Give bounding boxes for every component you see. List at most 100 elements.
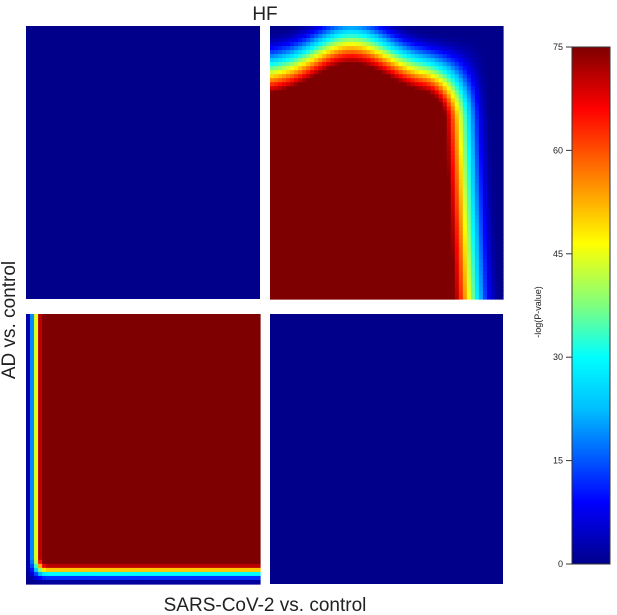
panel-bottom-left-cell: [66, 446, 71, 452]
panel-top-right-cell: [430, 46, 436, 51]
panel-top-right-cell: [454, 218, 460, 224]
panel-top-right-cell: [342, 150, 347, 156]
panel-bottom-left-cell: [46, 406, 51, 412]
panel-top-right-cell: [302, 278, 307, 284]
panel-bottom-left-cell: [82, 471, 88, 476]
panel-top-right-cell: [362, 218, 368, 224]
panel-bottom-left-cell: [54, 459, 59, 464]
panel-top-right-cell: [318, 186, 323, 192]
panel-top-right-cell: [382, 246, 388, 252]
panel-bottom-left-cell: [66, 318, 71, 323]
panel-top-right-cell: [338, 270, 343, 276]
panel-bottom-left-cell: [82, 563, 88, 569]
panel-top-right-cell: [446, 142, 452, 148]
panel-top-right-cell: [462, 146, 468, 152]
panel-top-right-cell: [314, 242, 319, 248]
panel-top-right-cell: [466, 102, 472, 107]
panel-top-right-cell: [354, 30, 359, 35]
panel-bottom-left-cell: [54, 579, 59, 585]
panel-top-right-cell: [290, 194, 295, 200]
panel-top-right-cell: [274, 106, 279, 111]
panel-top-right-cell: [422, 198, 428, 204]
panel-top-right-cell: [298, 34, 303, 39]
panel-top-right-cell: [290, 78, 295, 83]
panel-top-right-cell: [450, 146, 456, 152]
panel-top-right-cell: [366, 98, 372, 103]
panel-top-right-cell: [458, 270, 464, 276]
panel-top-right-cell: [274, 86, 279, 91]
panel-bottom-left-cell: [42, 555, 47, 561]
panel-top-right-cell: [478, 42, 484, 47]
panel-top-right-cell: [298, 254, 303, 260]
panel-top-right-cell: [426, 166, 432, 172]
panel-top-right-cell: [414, 166, 420, 172]
panel-top-right-cell: [462, 226, 468, 232]
panel-top-right-cell: [434, 62, 440, 67]
panel-top-right-cell: [362, 82, 368, 87]
panel-top-right-cell: [422, 130, 428, 135]
panel-bottom-left-cell: [54, 374, 59, 380]
panel-top-right-cell: [286, 258, 291, 264]
panel-top-right-cell: [410, 182, 416, 188]
panel-top-right-cell: [286, 222, 291, 228]
panel-top-right-cell: [358, 198, 363, 204]
panel-top-right-cell: [414, 98, 420, 103]
panel-bottom-left-cell: [34, 555, 39, 561]
panel-top-right-cell: [362, 46, 368, 51]
panel-top-right-cell: [314, 258, 319, 264]
panel-bottom-left-cell: [42, 402, 47, 408]
panel-bottom-left-cell: [50, 442, 55, 448]
panel-top-right-cell: [462, 34, 468, 39]
panel-top-right-cell: [398, 262, 404, 268]
panel-top-right-cell: [418, 250, 424, 256]
panel-top-right-cell: [478, 230, 484, 236]
panel-top-right-cell: [314, 118, 319, 123]
panel-top-right-cell: [442, 290, 448, 296]
panel-bottom-left-cell: [74, 374, 80, 380]
panel-bottom-left-cell: [66, 559, 71, 565]
panel-top-right-cell: [366, 86, 372, 91]
panel-top-right-cell: [490, 186, 496, 192]
panel-top-right-cell: [326, 266, 331, 272]
panel-top-right-cell: [282, 262, 287, 268]
panel-top-right-cell: [290, 66, 295, 71]
panel-top-right-cell: [366, 30, 372, 35]
panel-top-right-cell: [326, 70, 331, 75]
panel-top-right-cell: [426, 82, 432, 87]
panel-top-right-cell: [322, 130, 327, 135]
panel-top-right-cell: [486, 122, 492, 127]
panel-top-right-cell: [394, 26, 400, 31]
panel-top-right-cell: [278, 194, 283, 200]
panel-top-right-cell: [498, 74, 504, 79]
panel-top-right-cell: [426, 262, 432, 268]
panel-top-right-cell: [306, 162, 311, 168]
panel-top-right-cell: [402, 50, 408, 55]
panel-top-right-cell: [322, 258, 327, 264]
panel-bottom-left-cell: [54, 503, 59, 509]
panel-top-right-cell: [326, 90, 331, 95]
panel-top-right-cell: [462, 278, 468, 284]
panel-top-right-cell: [414, 190, 420, 196]
panel-top-right-cell: [430, 190, 436, 196]
panel-top-right-cell: [438, 282, 444, 288]
panel-top-right-cell: [298, 186, 303, 192]
panel-top-right-cell: [402, 150, 408, 156]
panel-top-right-cell: [366, 162, 372, 168]
panel-top-right-cell: [438, 286, 444, 292]
panel-top-right-cell: [450, 226, 456, 232]
panel-bottom-left-cell: [38, 511, 43, 517]
panel-top-right-cell: [382, 46, 388, 51]
panel-bottom-left-cell: [82, 442, 88, 448]
panel-bottom-left-cell: [50, 434, 55, 440]
panel-top-right-cell: [314, 178, 319, 184]
panel-top-right-cell: [426, 98, 432, 103]
panel-top-right-cell: [326, 234, 331, 240]
panel-top-right-cell: [358, 270, 363, 276]
panel-bottom-left-cell: [62, 350, 67, 355]
panel-top-right-cell: [458, 26, 464, 31]
panel-top-right-cell: [378, 254, 384, 260]
panel-top-right-cell: [494, 242, 500, 248]
panel-top-right-cell: [278, 98, 283, 103]
panel-bottom-left-cell: [62, 334, 67, 339]
panel-top-right-cell: [274, 206, 279, 212]
